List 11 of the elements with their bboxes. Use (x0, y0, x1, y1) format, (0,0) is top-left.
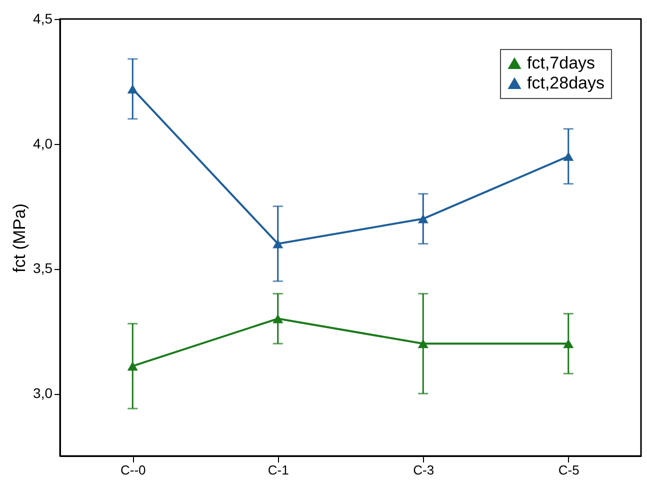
x-tick-label: C-5 (558, 462, 580, 478)
y-tick-label: 3,0 (33, 385, 53, 402)
legend-label: fct,7days (527, 54, 596, 72)
x-tick-label: C-1 (268, 462, 289, 478)
y-tick-label: 3,5 (33, 260, 53, 276)
x-tick-label: C--0 (120, 462, 146, 478)
legend-label: fct,28days (527, 74, 604, 92)
y-tick-label: 4,5 (33, 10, 53, 26)
y-tick-label: 4,0 (33, 135, 53, 152)
x-tick-label: C-3 (413, 462, 434, 478)
y-axis-title: fct (MPa) (10, 204, 30, 272)
